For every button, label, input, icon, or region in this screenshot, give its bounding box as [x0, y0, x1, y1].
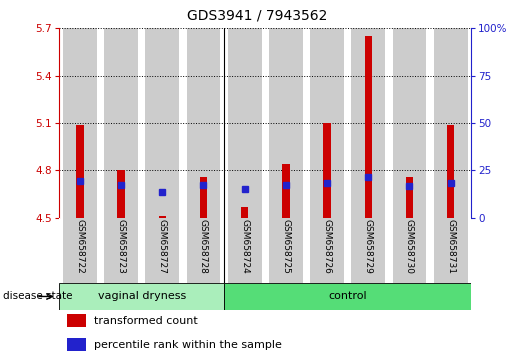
Bar [76, 125, 83, 218]
Text: disease state: disease state [3, 291, 72, 302]
Text: GDS3941 / 7943562: GDS3941 / 7943562 [187, 9, 328, 23]
Text: GSM658724: GSM658724 [240, 219, 249, 274]
Bar [351, 28, 385, 218]
Bar [224, 283, 471, 310]
Bar [365, 36, 372, 218]
Bar [200, 177, 207, 218]
Text: GSM658723: GSM658723 [116, 219, 126, 274]
Bar [186, 28, 220, 218]
Bar [392, 218, 426, 283]
Bar [117, 170, 125, 218]
Bar [145, 28, 179, 218]
Text: GSM658722: GSM658722 [75, 219, 84, 274]
Bar [351, 218, 385, 283]
Text: percentile rank within the sample: percentile rank within the sample [94, 340, 282, 350]
Bar [392, 28, 426, 218]
Bar [104, 28, 138, 218]
Text: transformed count: transformed count [94, 316, 198, 326]
Bar [434, 218, 468, 283]
Bar [406, 177, 413, 218]
Bar [434, 28, 468, 218]
Text: vaginal dryness: vaginal dryness [97, 291, 186, 302]
Text: GSM658729: GSM658729 [364, 219, 373, 274]
Text: GSM658727: GSM658727 [158, 219, 167, 274]
Bar [59, 283, 224, 310]
Text: GSM658731: GSM658731 [446, 219, 455, 274]
Text: GSM658730: GSM658730 [405, 219, 414, 274]
Bar [310, 218, 344, 283]
Bar [67, 314, 86, 327]
Text: GSM658728: GSM658728 [199, 219, 208, 274]
Bar [159, 216, 166, 218]
Bar [241, 207, 248, 218]
Bar [447, 125, 454, 218]
Bar [269, 218, 303, 283]
Bar [228, 218, 262, 283]
Bar [63, 28, 97, 218]
Bar [282, 164, 289, 218]
Text: GSM658725: GSM658725 [281, 219, 290, 274]
Bar [104, 218, 138, 283]
Bar [186, 218, 220, 283]
Bar [310, 28, 344, 218]
Bar [323, 123, 331, 218]
Text: GSM658726: GSM658726 [322, 219, 332, 274]
Bar [228, 28, 262, 218]
Bar [269, 28, 303, 218]
Text: control: control [329, 291, 367, 302]
Bar [63, 218, 97, 283]
Bar [67, 338, 86, 351]
Bar [145, 218, 179, 283]
